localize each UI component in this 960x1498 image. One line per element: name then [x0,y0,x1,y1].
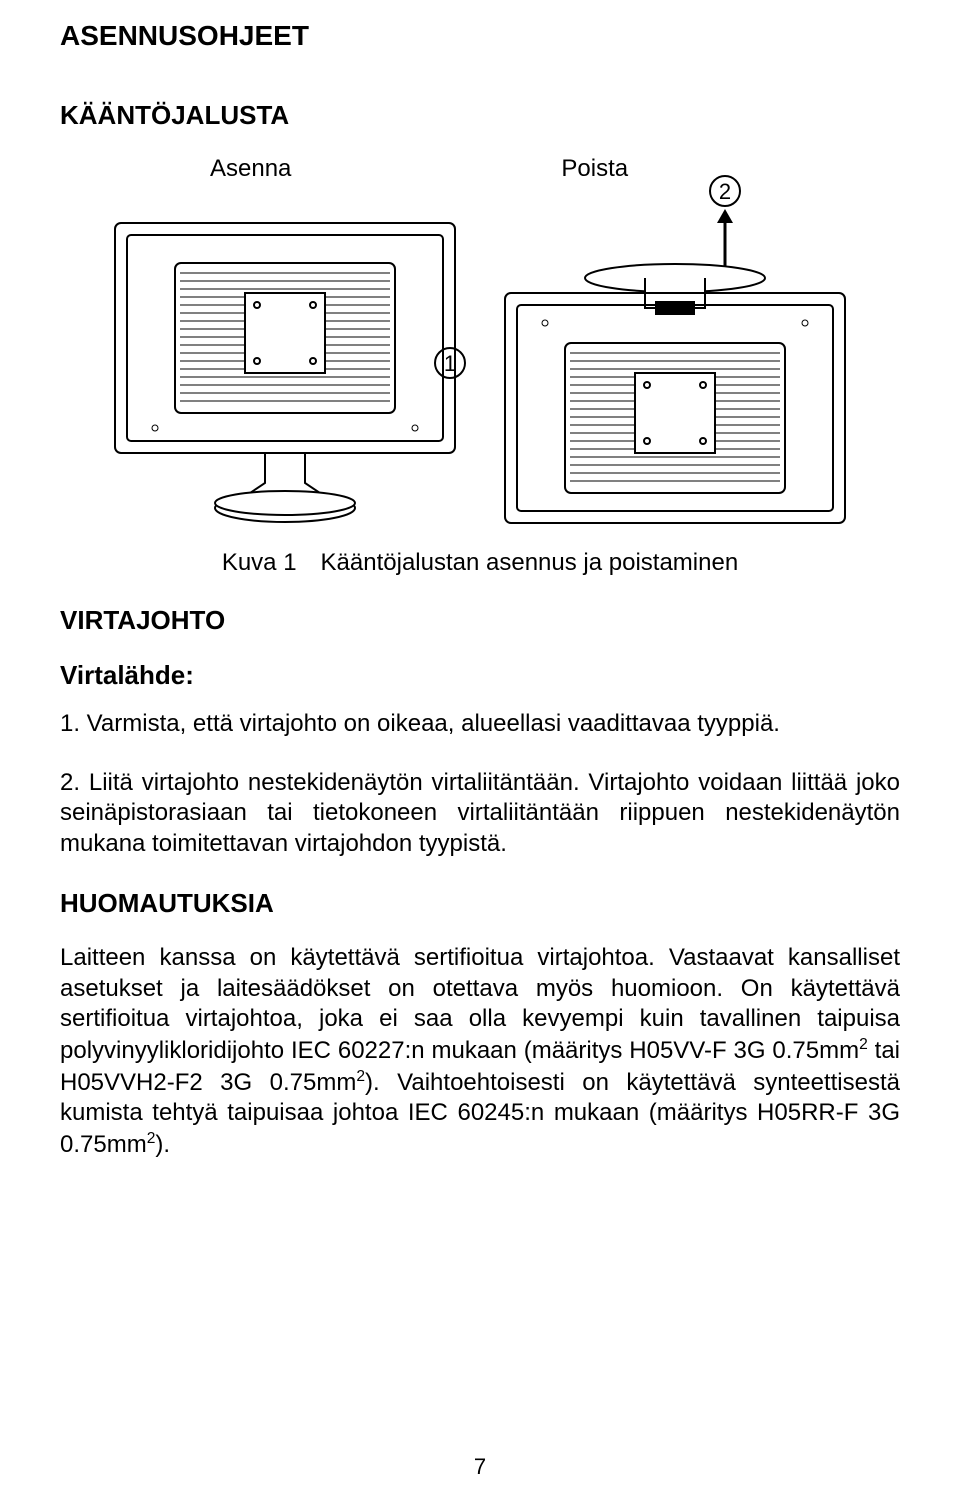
section-heading-swivel: KÄÄNTÖJALUSTA [60,100,900,131]
callout-1-icon: 1 [432,193,468,533]
svg-text:2: 2 [719,179,731,204]
section-heading-powercord: VIRTAJOHTO [60,605,900,636]
figure-caption-text: Kääntöjalustan asennus ja poistaminen [321,549,739,577]
figure-label-install: Asenna [210,155,291,183]
p3-part1: Laitteen kanssa on käytettävä sertifioit… [60,944,900,1064]
paragraph-1: 1. Varmista, että virtajohto on oikeaa, … [60,709,900,740]
figure-caption-row: Kuva 1 Kääntöjalustan asennus ja poistam… [60,549,900,577]
figure-row: 1 2 [60,193,900,533]
monitor-remove-diagram: 2 [495,173,855,533]
callout-1-text: 1 [444,351,456,376]
paragraph-3: Laitteen kanssa on käytettävä sertifioit… [60,943,900,1161]
page-number: 7 [0,1454,960,1480]
figure-caption-kuva: Kuva 1 [222,549,297,577]
subheading-powersource: Virtalähde: [60,660,900,691]
paragraph-2: 2. Liitä virtajohto nestekidenäytön virt… [60,768,900,860]
p3-sup2: 2 [356,1068,365,1085]
section-heading-notes: HUOMAUTUKSIA [60,888,900,919]
monitor-install-diagram [105,193,465,533]
p3-part4: ). [155,1131,170,1158]
p3-sup1: 2 [859,1036,868,1053]
page-title: ASENNUSOHJEET [60,20,900,52]
